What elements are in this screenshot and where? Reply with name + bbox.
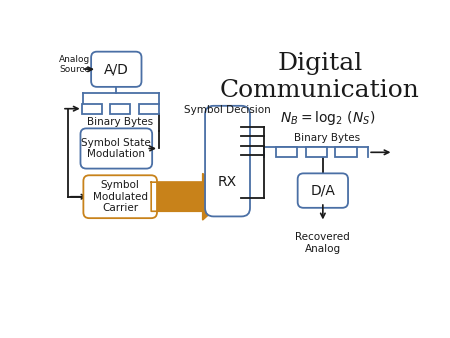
Text: Recovered
Analog: Recovered Analog: [296, 232, 350, 254]
FancyBboxPatch shape: [205, 106, 250, 216]
Bar: [276, 147, 297, 157]
Text: Symbol
Modulated
Carrier: Symbol Modulated Carrier: [93, 180, 148, 213]
Text: Symbol State
Modulation: Symbol State Modulation: [81, 138, 151, 159]
Bar: [82, 104, 102, 114]
Polygon shape: [151, 174, 228, 220]
FancyBboxPatch shape: [91, 52, 141, 87]
Text: A/D: A/D: [104, 62, 129, 76]
Text: Binary Bytes: Binary Bytes: [87, 117, 153, 127]
Text: D/A: D/A: [310, 184, 335, 198]
Text: RX: RX: [218, 175, 237, 189]
Text: Digital
Communication: Digital Communication: [220, 52, 420, 102]
Text: $N_B = \log_2\,( N_S )$: $N_B = \log_2\,( N_S )$: [280, 109, 375, 127]
Bar: [335, 147, 357, 157]
Bar: [139, 104, 159, 114]
Bar: [306, 147, 327, 157]
Text: Symbol Decision: Symbol Decision: [184, 105, 271, 115]
FancyBboxPatch shape: [297, 173, 348, 208]
Text: Analog
Source: Analog Source: [59, 55, 90, 74]
FancyBboxPatch shape: [83, 175, 157, 218]
FancyBboxPatch shape: [81, 128, 152, 169]
Text: Binary Bytes: Binary Bytes: [294, 133, 360, 143]
Bar: [110, 104, 130, 114]
